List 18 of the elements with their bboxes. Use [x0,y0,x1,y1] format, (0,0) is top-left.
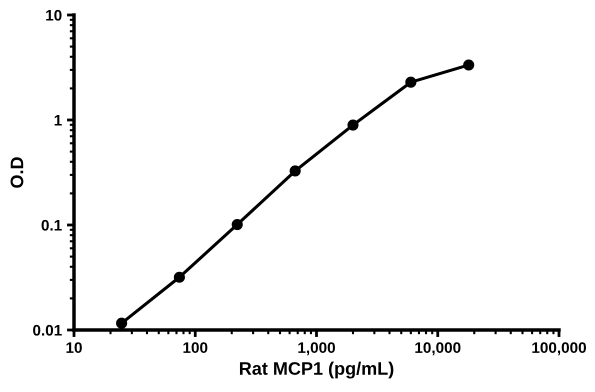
x-tick-label: 1,000 [298,342,335,356]
y-tick-label: 10 [46,10,62,21]
point [290,165,301,177]
y-tick-label: 0.01 [33,324,62,336]
point [405,76,416,88]
point [232,218,243,230]
y-tick-label: 1 [54,115,62,126]
x-tick-label: 100,000 [532,342,586,356]
point [347,120,359,131]
point [463,59,474,71]
y-tick-label: 0.1 [42,220,62,231]
x-tick-label: 100 [183,342,208,354]
y-axis-title: O.D [10,157,24,188]
x-tick-label: 10 [66,342,82,354]
point [116,318,128,329]
x-axis-title: Rat MCP1 (pg/mL) [240,362,394,379]
x-tick-label: 10,000 [415,342,460,356]
point [174,272,185,283]
